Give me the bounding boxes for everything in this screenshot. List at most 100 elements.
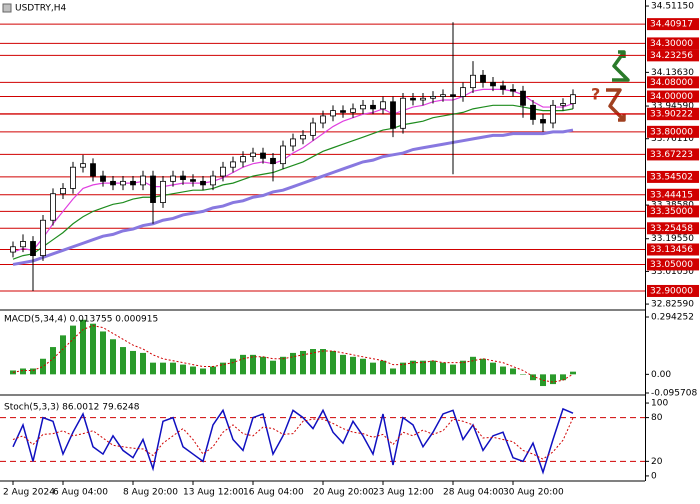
level-label-box (647, 243, 699, 256)
candle-body (60, 188, 66, 195)
chart-title: USDTRY,H4 (15, 4, 67, 14)
candle-body (430, 96, 436, 99)
candle-body (160, 180, 166, 203)
candle-body (470, 74, 476, 89)
level-label: 33.67223 (650, 150, 693, 160)
x-tick-label: 16 Aug 04:00 (243, 488, 304, 498)
candle-body (530, 104, 536, 120)
histogram-bar (390, 368, 396, 375)
histogram-bar (110, 339, 116, 375)
candle-body (440, 94, 446, 97)
level-label: 33.44415 (650, 190, 693, 200)
candle-body (200, 180, 206, 186)
histogram-bar (250, 354, 256, 375)
moving-average (12, 104, 574, 260)
level-label-box (647, 170, 699, 183)
y-tick-label: 0.294252 (651, 312, 694, 322)
histogram-bar (280, 356, 286, 375)
histogram-bar (520, 374, 526, 375)
histogram-bar (330, 350, 336, 375)
candle-body (410, 97, 416, 101)
histogram-bar (30, 368, 36, 375)
candle-body (130, 180, 136, 186)
candle-body (100, 175, 106, 182)
y-tick-label: -0.095708 (651, 389, 697, 399)
histogram-bar (40, 358, 46, 375)
histogram-bar (290, 352, 296, 375)
candle-body (340, 110, 346, 113)
x-tick-label: 13 Aug 12:00 (183, 488, 244, 498)
level-label: 34.08000 (650, 78, 693, 88)
candle-body (250, 152, 256, 157)
annotation: ? (591, 85, 600, 104)
signal-line (12, 325, 574, 383)
histogram-bar (570, 371, 576, 375)
candle-body (450, 94, 456, 97)
level-label-box (647, 125, 699, 138)
histogram-bar (220, 362, 226, 375)
x-tick-label: 28 Aug 04:00 (443, 488, 504, 498)
y-tick-label: 34.13630 (651, 68, 694, 78)
histogram-bar (160, 362, 166, 375)
y-tick-label: 100 (651, 399, 668, 409)
candle-body (20, 241, 26, 248)
histogram-bar (50, 347, 56, 375)
histogram-bar (440, 362, 446, 375)
y-tick-label: 34.51150 (651, 2, 694, 12)
level-label: 33.54502 (650, 172, 693, 182)
histogram-bar (540, 374, 546, 387)
candle-body (490, 81, 496, 87)
histogram-bar (260, 356, 266, 375)
y-tick-label: 0.00 (651, 370, 671, 380)
x-tick-label: 6 Aug 04:00 (53, 488, 108, 498)
candle-body (150, 175, 156, 203)
moving-average (12, 128, 574, 266)
histogram-bar (530, 374, 536, 381)
y-tick-label: 33.76110 (651, 134, 694, 144)
candle-body (120, 180, 126, 186)
level-label-box (647, 49, 699, 62)
level-label: 33.90222 (650, 109, 693, 119)
level-label-box (647, 258, 699, 271)
y-tick-label: 33.94590 (651, 102, 694, 112)
histogram-bar (20, 368, 26, 375)
histogram-bar (70, 325, 76, 375)
candle-body (380, 101, 386, 110)
candle-body (350, 108, 356, 113)
candle-body (360, 104, 366, 110)
histogram-bar (500, 366, 506, 375)
histogram-bar (180, 364, 186, 375)
moving-average (12, 88, 574, 253)
candle-body (550, 104, 556, 124)
histogram-bar (90, 323, 96, 375)
candle-body (110, 180, 116, 186)
candle-body (370, 104, 376, 110)
candle-body (400, 97, 406, 129)
histogram-bar (100, 331, 106, 375)
level-label-box (647, 222, 699, 235)
histogram-bar (350, 356, 356, 375)
histogram-bar (450, 364, 456, 375)
candle-body (240, 156, 246, 163)
histogram-bar (190, 366, 196, 375)
candle-body (480, 74, 486, 83)
histogram-bar (430, 360, 436, 375)
level-label-box (647, 107, 699, 120)
histogram-bar (340, 354, 346, 375)
candle-body (500, 85, 506, 90)
y-tick-label: 20 (651, 457, 663, 467)
candle-body (170, 175, 176, 182)
histogram-bar (460, 360, 466, 375)
histogram-bar (490, 362, 496, 375)
stoch-signal-line (12, 417, 574, 460)
candle-body (420, 97, 426, 101)
candle-body (570, 94, 576, 104)
histogram-bar (370, 362, 376, 375)
histogram-bar (270, 360, 276, 375)
histogram-bar (480, 358, 486, 375)
candle-body (460, 87, 466, 97)
level-label-box (647, 90, 699, 103)
